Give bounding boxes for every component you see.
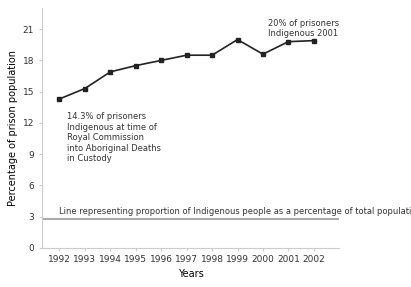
- Text: 14.3% of prisoners
Indigenous at time of
Royal Commission
into Aboriginal Deaths: 14.3% of prisoners Indigenous at time of…: [67, 113, 161, 163]
- Y-axis label: Percentage of prison population: Percentage of prison population: [8, 50, 18, 206]
- X-axis label: Years: Years: [178, 269, 203, 279]
- Text: 20% of prisoners
Indigenous 2001: 20% of prisoners Indigenous 2001: [268, 19, 339, 38]
- Text: Line representing proportion of Indigenous people as a percentage of total popul: Line representing proportion of Indigeno…: [60, 207, 411, 216]
